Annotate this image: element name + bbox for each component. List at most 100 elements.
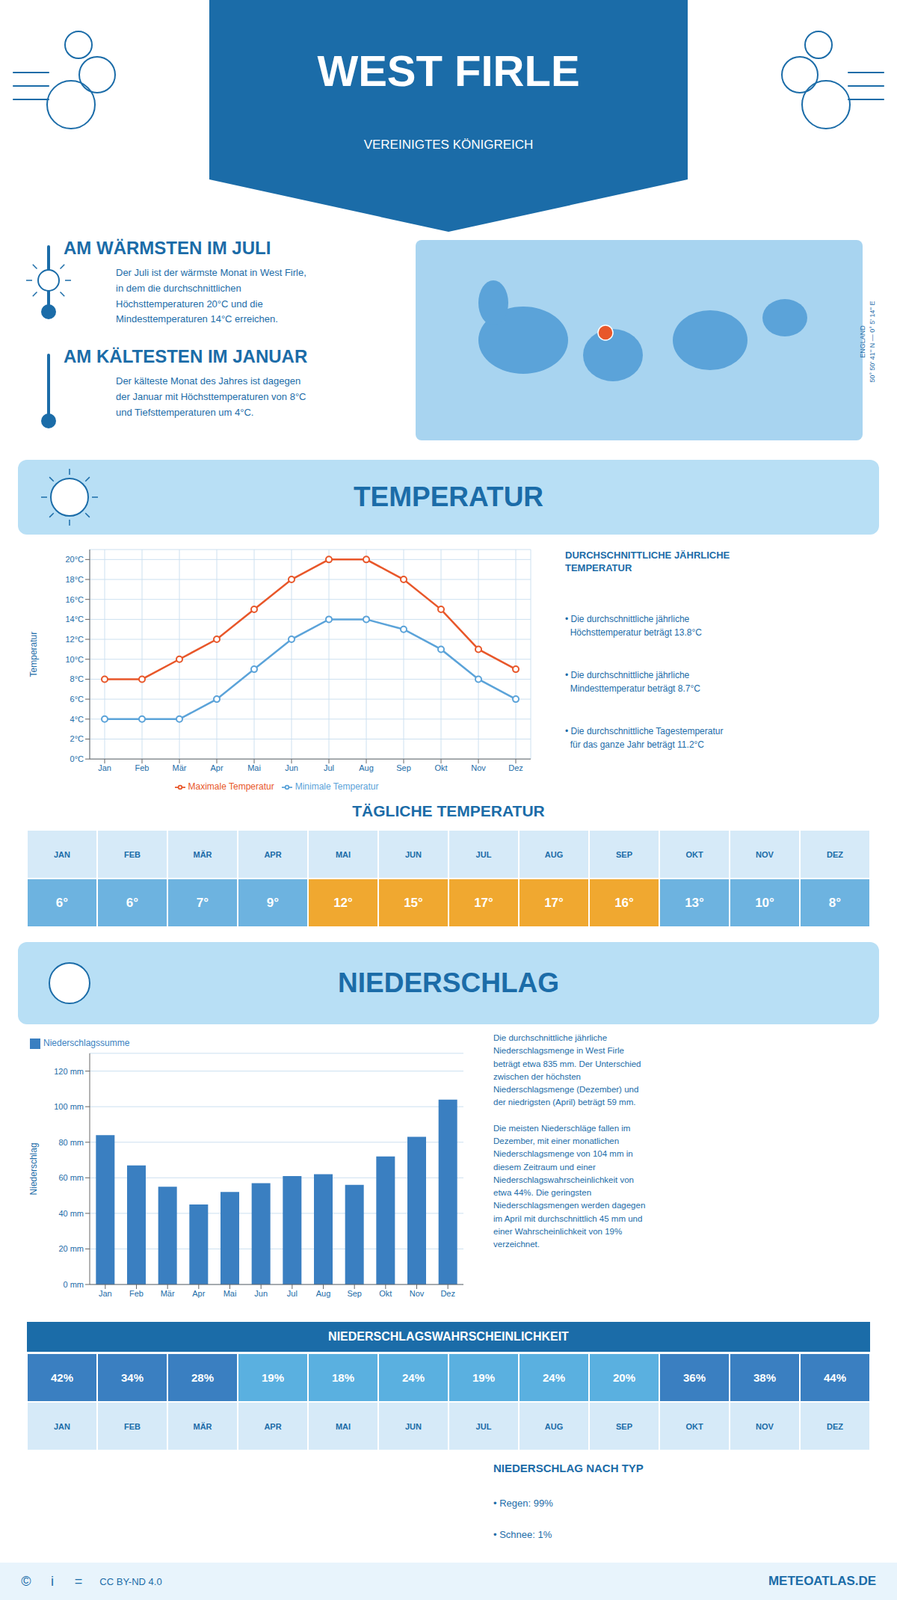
svg-text:10°C: 10°C xyxy=(65,654,84,664)
html-text:• Die durchschnittliche jährli: • Die durchschnittliche jährliche Höchst… xyxy=(565,613,702,638)
html-text:APR: APR xyxy=(264,849,282,859)
html-text:19%: 19% xyxy=(261,1370,285,1384)
html-text:17°: 17° xyxy=(473,895,494,910)
svg-text:Nov: Nov xyxy=(409,1288,425,1298)
svg-text:Jun: Jun xyxy=(284,763,299,773)
svg-text:Jan: Jan xyxy=(98,1288,113,1298)
svg-text:Sep: Sep xyxy=(396,763,412,773)
html-text:Maximale Temperatur: Maximale Temperatur xyxy=(187,781,275,792)
svg-text:40 mm: 40 mm xyxy=(58,1208,84,1218)
svg-text:Niederschlag: Niederschlag xyxy=(28,1142,39,1195)
html-text:• Regen: 99%: • Regen: 99% xyxy=(493,1497,553,1509)
html-text:Der Juli ist der wärmste Monat: Der Juli ist der wärmste Monat in West F… xyxy=(115,266,307,325)
svg-text:Jul: Jul xyxy=(287,1288,298,1298)
svg-text:Dez: Dez xyxy=(440,1288,456,1298)
svg-text:Mai: Mai xyxy=(223,1288,237,1298)
svg-text:20°C: 20°C xyxy=(65,554,84,564)
html-text:NIEDERSCHLAG NACH TYP: NIEDERSCHLAG NACH TYP xyxy=(493,1461,644,1475)
svg-text:Mär: Mär xyxy=(160,1288,175,1298)
svg-text:Dez: Dez xyxy=(508,763,524,773)
svg-text:ENGLAND: ENGLAND xyxy=(858,325,867,359)
svg-text:Jul: Jul xyxy=(323,763,335,773)
svg-text:Temperatur: Temperatur xyxy=(28,631,39,678)
svg-text:18°C: 18°C xyxy=(65,574,84,584)
svg-text:Nov: Nov xyxy=(470,763,486,773)
html-text:13°: 13° xyxy=(684,895,705,910)
svg-text:6°C: 6°C xyxy=(70,694,85,704)
html-text:8°: 8° xyxy=(828,895,842,910)
svg-text:12°C: 12°C xyxy=(65,634,84,644)
html-text:44%: 44% xyxy=(823,1370,847,1384)
html-text:9°: 9° xyxy=(266,895,279,910)
html-text:NIEDERSCHLAG: NIEDERSCHLAG xyxy=(337,967,560,998)
svg-text:120 mm: 120 mm xyxy=(53,1066,84,1076)
html-text:24%: 24% xyxy=(542,1370,566,1384)
svg-text:0°C: 0°C xyxy=(70,754,85,764)
html-text:METEOATLAS.DE: METEOATLAS.DE xyxy=(768,1573,877,1588)
html-text:19%: 19% xyxy=(472,1370,495,1384)
html-text:28%: 28% xyxy=(191,1370,214,1384)
svg-text:Sep: Sep xyxy=(346,1288,362,1298)
html-text:CC BY-ND 4.0: CC BY-ND 4.0 xyxy=(99,1575,162,1587)
html-text:FEB: FEB xyxy=(124,849,141,859)
html-text:6°: 6° xyxy=(126,895,139,910)
html-text:Die durchschnittliche jährlich: Die durchschnittliche jährliche Niedersc… xyxy=(493,1033,646,1249)
html-text:10°: 10° xyxy=(755,895,775,910)
svg-text:60 mm: 60 mm xyxy=(58,1172,84,1182)
html-text:AM WÄRMSTEN IM JULI: AM WÄRMSTEN IM JULI xyxy=(63,237,271,258)
html-text:15°: 15° xyxy=(403,895,424,910)
svg-text:0 mm: 0 mm xyxy=(63,1279,85,1289)
html-text:34%: 34% xyxy=(121,1370,144,1384)
svg-text:Jan: Jan xyxy=(97,763,112,773)
html-text:AM KÄLTESTEN IM JANUAR: AM KÄLTESTEN IM JANUAR xyxy=(63,346,308,367)
svg-text:Okt: Okt xyxy=(378,1288,392,1298)
html-text:NIEDERSCHLAGSWAHRSCHEINLICHKEI: NIEDERSCHLAGSWAHRSCHEINLICHKEIT xyxy=(328,1329,569,1343)
svg-text:Aug: Aug xyxy=(358,763,374,773)
html-text:MÄR: MÄR xyxy=(193,849,212,859)
svg-text:80 mm: 80 mm xyxy=(58,1137,84,1147)
html-text:JUL: JUL xyxy=(475,849,492,859)
svg-text:20 mm: 20 mm xyxy=(58,1243,84,1253)
svg-text:100 mm: 100 mm xyxy=(53,1101,84,1111)
html-text:Minimale Temperatur: Minimale Temperatur xyxy=(295,781,379,792)
svg-text:Mai: Mai xyxy=(247,763,261,773)
html-text:JAN: JAN xyxy=(53,849,71,859)
html-text:36%: 36% xyxy=(683,1370,706,1384)
svg-text:2°C: 2°C xyxy=(70,734,85,744)
html-text:17°: 17° xyxy=(544,895,564,910)
html-text:38%: 38% xyxy=(753,1370,776,1384)
html-text:• Die durchschnittliche Tagest: • Die durchschnittliche Tagestemperatur … xyxy=(565,725,724,750)
svg-text:Okt: Okt xyxy=(434,763,448,773)
svg-text:WEST FIRLE: WEST FIRLE xyxy=(316,46,580,95)
html-text:24%: 24% xyxy=(402,1370,425,1384)
svg-text:VEREINIGTES KÖNIGREICH: VEREINIGTES KÖNIGREICH xyxy=(364,137,534,152)
svg-text:4°C: 4°C xyxy=(70,714,85,724)
svg-text:50° 50' 41'' N — 0° 5' 14'' E: 50° 50' 41'' N — 0° 5' 14'' E xyxy=(868,300,877,382)
html-text:42%: 42% xyxy=(50,1370,74,1384)
svg-text:Feb: Feb xyxy=(135,763,150,773)
html-text:20%: 20% xyxy=(612,1370,636,1384)
html-text:16°: 16° xyxy=(614,895,634,910)
svg-text:Mär: Mär xyxy=(172,763,187,773)
svg-text:Feb: Feb xyxy=(129,1288,144,1298)
svg-text:Apr: Apr xyxy=(210,763,223,773)
svg-text:8°C: 8°C xyxy=(70,674,85,684)
html-text:• Schnee: 1%: • Schnee: 1% xyxy=(493,1528,552,1540)
html-text:TEMPERATUR: TEMPERATUR xyxy=(353,481,544,513)
html-text:7°: 7° xyxy=(196,895,209,910)
svg-text:Jun: Jun xyxy=(254,1288,268,1298)
html-text:DURCHSCHNITTLICHE JÄHRLICHE TE: DURCHSCHNITTLICHE JÄHRLICHE TEMPERATUR xyxy=(565,549,730,574)
html-text:18%: 18% xyxy=(331,1370,355,1384)
html-text:JUN: JUN xyxy=(405,849,422,859)
html-text:MAI: MAI xyxy=(335,849,351,859)
html-text:TÄGLICHE TEMPERATUR: TÄGLICHE TEMPERATUR xyxy=(352,802,545,820)
html-text:6°: 6° xyxy=(55,895,69,910)
svg-text:14°C: 14°C xyxy=(65,614,84,624)
html-text:Niederschlagssumme: Niederschlagssumme xyxy=(43,1037,130,1048)
svg-text:Apr: Apr xyxy=(192,1288,205,1298)
html-text:12°: 12° xyxy=(333,895,353,910)
svg-text:16°C: 16°C xyxy=(65,595,84,604)
html-text:• Die durchschnittliche jährli: • Die durchschnittliche jährliche Mindes… xyxy=(565,669,701,694)
svg-text:Aug: Aug xyxy=(316,1288,332,1298)
html-text:Der kälteste Monat des Jahres: Der kälteste Monat des Jahres ist dagege… xyxy=(115,375,307,418)
